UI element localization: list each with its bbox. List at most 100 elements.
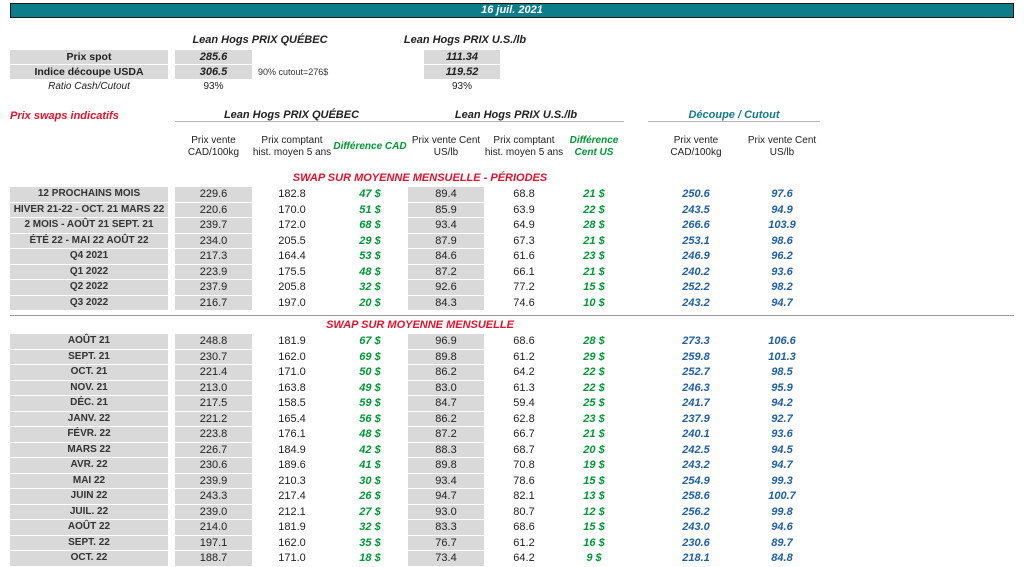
value-cell: 84.3 (408, 295, 484, 310)
value-cell: 98.2 (771, 281, 793, 293)
value-cell: 87.9 (408, 233, 484, 248)
value-cell: 162.0 (278, 350, 306, 363)
value-cell: 25 $ (583, 397, 605, 409)
value-cell: 98.6 (771, 234, 793, 247)
row-label: HIVER 21-22 - OCT. 21 MARS 22 (10, 202, 168, 217)
value-cell: 182.8 (278, 188, 306, 200)
value-cell: 163.8 (278, 381, 306, 394)
value-cell: 35 $ (359, 536, 381, 549)
col-header-prix-vente-cad: Prix vente CAD/100kg (187, 135, 240, 158)
value-cell: 21 $ (583, 188, 605, 200)
value-cell: 61.6 (513, 250, 535, 262)
row-label: NOV. 21 (10, 380, 168, 395)
col-header-difference-cad: Différence CAD (333, 141, 407, 152)
value-cell: 64.9 (513, 219, 535, 231)
value-cell: 243.3 (175, 489, 252, 504)
spot-row: Prix spot 285.6 111.34 (10, 50, 1014, 64)
value-cell: 86.2 (408, 365, 484, 380)
value-cell: 21 $ (583, 265, 605, 278)
value-cell: 97.6 (771, 188, 793, 200)
table-row: FÉVR. 22 223.8 176.1 48 $ 87.2 66.7 21 $ 240.1 9… (10, 427, 1014, 442)
swaps-title: Prix swaps indicatifs (10, 110, 119, 122)
value-cell: 53 $ (359, 250, 381, 262)
value-cell: 256.2 (682, 505, 710, 518)
spot-us-value: 93% (451, 81, 472, 92)
value-cell: 95.9 (771, 381, 793, 394)
value-cell: 93.4 (408, 473, 484, 488)
value-cell: 49 $ (359, 381, 381, 394)
row-label: JUIL. 22 (10, 504, 168, 519)
value-cell: 217.4 (278, 490, 306, 502)
value-cell: 67 $ (359, 335, 381, 347)
value-cell: 197.1 (175, 535, 252, 550)
value-cell: 63.9 (513, 203, 535, 216)
value-cell: 84.8 (771, 552, 793, 564)
value-cell: 246.9 (682, 250, 710, 262)
value-cell: 42 $ (359, 443, 381, 456)
value-cell: 96.2 (771, 250, 793, 262)
periods-table: 12 PROCHAINS MOIS 229.6 182.8 47 $ 89.4 68.8 2… (10, 187, 1014, 310)
value-cell: 68.8 (513, 188, 535, 200)
spot-quebec-value: 93% (203, 81, 224, 92)
value-cell: 77.2 (513, 281, 535, 293)
value-cell: 74.6 (513, 296, 535, 309)
value-cell: 243.2 (682, 296, 710, 309)
row-label: Q4 2021 (10, 249, 168, 264)
value-cell: 237.9 (682, 412, 710, 425)
col-header-difference-us: Différence Cent US (569, 135, 619, 158)
table-row: Q1 2022 223.9 175.5 48 $ 87.2 66.1 21 $ 240.2 93… (10, 264, 1014, 279)
row-label: FÉVR. 22 (10, 427, 168, 442)
table-row: ÉTÉ 22 - MAI 22 AOÛT 22 234.0 205.5 29 $ 87.… (10, 233, 1014, 248)
row-label: AOÛT 22 (10, 520, 168, 535)
value-cell: 15 $ (583, 281, 605, 293)
value-cell: 230.7 (175, 349, 252, 364)
row-label: 12 PROCHAINS MOIS (10, 187, 168, 202)
value-cell: 84.6 (408, 249, 484, 264)
table-row: AVR. 22 230.6 189.6 41 $ 89.8 70.8 19 $ 243.2 94… (10, 458, 1014, 473)
value-cell: 10 $ (583, 296, 605, 309)
value-cell: 242.5 (682, 443, 710, 456)
row-label: OCT. 21 (10, 365, 168, 380)
value-cell: 18 $ (359, 552, 381, 564)
value-cell: 243.2 (682, 459, 710, 471)
spacer (10, 126, 168, 168)
value-cell: 21 $ (583, 234, 605, 247)
value-cell: 12 $ (583, 505, 605, 518)
spot-row-label: Indice découpe USDA (10, 65, 168, 79)
value-cell: 213.0 (175, 380, 252, 395)
row-label: 2 MOIS - AOÛT 21 SEPT. 21 (10, 218, 168, 233)
table-row: MAI 22 239.9 210.3 30 $ 93.4 78.6 15 $ 254.9 99.… (10, 473, 1014, 488)
value-cell: 82.1 (513, 490, 535, 502)
value-cell: 94.7 (771, 459, 793, 471)
value-cell: 252.2 (682, 281, 710, 293)
date-header-bar: 16 juil. 2021 (10, 3, 1014, 18)
value-cell: 94.5 (771, 443, 793, 456)
value-cell: 93.6 (771, 265, 793, 278)
value-cell: 99.8 (771, 505, 793, 518)
value-cell: 85.9 (408, 202, 484, 217)
value-cell: 23 $ (583, 412, 605, 425)
row-label: DÉC. 21 (10, 396, 168, 411)
table-row: DÉC. 21 217.5 158.5 59 $ 84.7 59.4 25 $ 241.7 94… (10, 396, 1014, 411)
spot-us-value: 119.52 (424, 65, 500, 79)
value-cell: 94.6 (771, 521, 793, 533)
row-label: Q3 2022 (10, 295, 168, 310)
value-cell: 66.7 (513, 428, 535, 440)
section-divider (10, 315, 1014, 316)
value-cell: 250.6 (682, 188, 710, 200)
row-label: JANV. 22 (10, 411, 168, 426)
value-cell: 94.7 (408, 489, 484, 504)
value-cell: 101.3 (768, 350, 796, 363)
value-cell: 68 $ (359, 219, 381, 231)
column-headers-row: Prix vente CAD/100kg Prix comptant hist.… (10, 126, 1014, 168)
table-row: JANV. 22 221.2 165.4 56 $ 86.2 62.8 23 $ 237.9 9… (10, 411, 1014, 426)
table-row: Q4 2021 217.3 164.4 53 $ 84.6 61.6 23 $ 246.9 96… (10, 249, 1014, 264)
value-cell: 176.1 (278, 428, 306, 440)
value-cell: 26 $ (359, 490, 381, 502)
value-cell: 21 $ (583, 428, 605, 440)
value-cell: 19 $ (583, 459, 605, 471)
value-cell: 170.0 (278, 203, 306, 216)
value-cell: 175.5 (278, 265, 306, 278)
col-header-comptant-cad: Prix comptant hist. moyen 5 ans (252, 135, 332, 158)
value-cell: 70.8 (513, 459, 535, 471)
